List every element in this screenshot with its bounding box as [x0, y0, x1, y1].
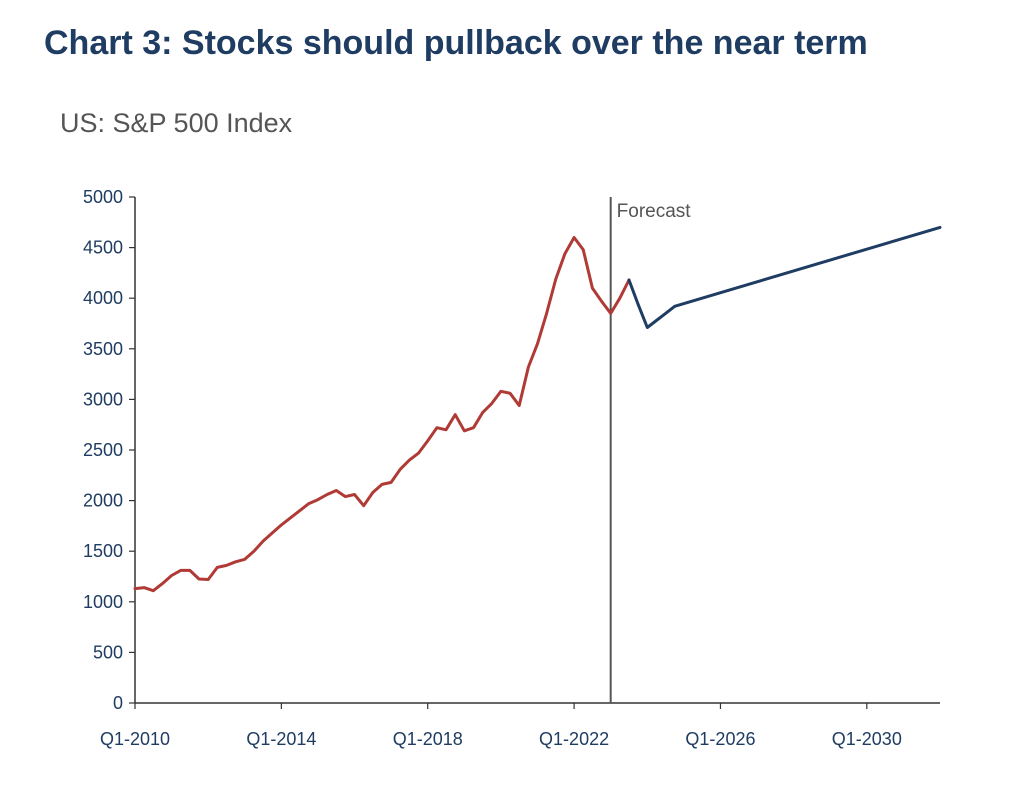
- actual-series-line: [133, 236, 631, 593]
- chart-title: Chart 3: Stocks should pullback over the…: [44, 24, 868, 62]
- x-tick-label: Q1-2018: [393, 729, 463, 749]
- x-tick-label: Q1-2014: [246, 729, 316, 749]
- y-tick-label: 500: [93, 642, 123, 662]
- forecast-label: Forecast: [617, 201, 692, 222]
- y-tick-label: 4000: [83, 288, 123, 308]
- y-tick-label: 5000: [83, 187, 123, 207]
- y-tick-label: 3500: [83, 339, 123, 359]
- y-tick-label: 2500: [83, 440, 123, 460]
- forecast-series-line: [627, 225, 942, 329]
- y-tick-label: 2000: [83, 491, 123, 511]
- y-tick-label: 3000: [83, 389, 123, 409]
- y-tick-label: 0: [113, 693, 123, 713]
- x-tick-label: Q1-2026: [685, 729, 755, 749]
- y-tick-label: 1500: [83, 541, 123, 561]
- x-tick-label: Q1-2030: [832, 729, 902, 749]
- x-tick-label: Q1-2010: [100, 729, 170, 749]
- x-tick-label: Q1-2022: [539, 729, 609, 749]
- y-tick-label: 4500: [83, 238, 123, 258]
- chart-subtitle: US: S&P 500 Index: [60, 108, 293, 138]
- y-tick-label: 1000: [83, 592, 123, 612]
